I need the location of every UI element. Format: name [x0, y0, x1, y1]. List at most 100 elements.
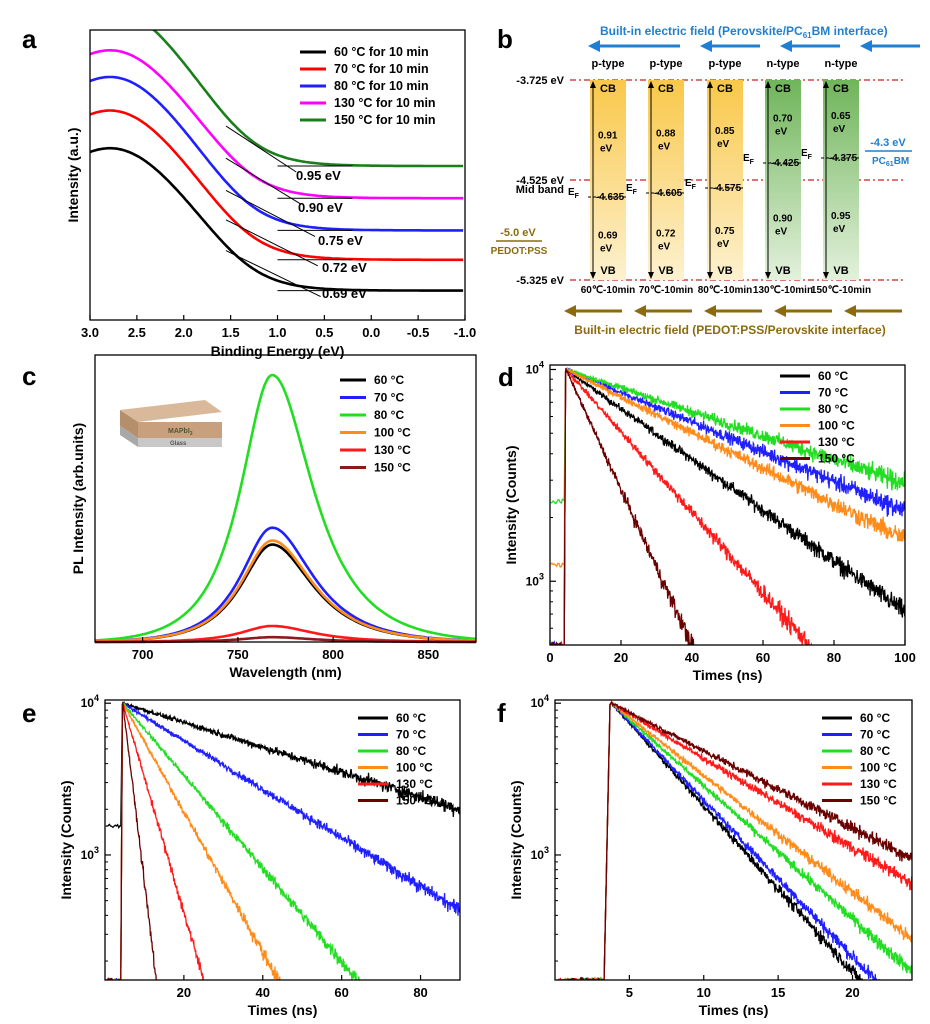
legend-entry: 80 °C	[860, 744, 890, 758]
pedot-name: PEDOT:PSS	[491, 246, 548, 257]
series-line	[557, 700, 864, 980]
series-line	[557, 701, 912, 980]
panel-label: a	[22, 24, 37, 54]
gap-up-value: 0.65	[831, 111, 851, 122]
onset-label: 0.69 eV	[322, 286, 367, 301]
series-line	[94, 373, 477, 642]
gap-down-value: 0.69	[598, 231, 618, 242]
band-bar	[707, 80, 743, 280]
arrowhead	[707, 81, 713, 88]
legend-entry: 100 °C	[860, 761, 897, 775]
inset-label: MAPbI3	[168, 428, 193, 437]
inset-side	[120, 410, 138, 438]
legend-entry: 130 °C	[860, 777, 897, 791]
series-line	[90, 75, 464, 232]
field-arrowhead	[844, 305, 856, 317]
fermi-symbol: EF	[801, 148, 813, 161]
fermi-value: -4.375	[829, 153, 858, 164]
legend-entry: 130 °C	[396, 777, 433, 791]
y-tick-label: 104	[81, 693, 99, 710]
panel-label: f	[497, 698, 506, 728]
pedot-value: -5.0 eV	[500, 227, 536, 239]
x-tick-label: 10	[697, 985, 711, 1000]
series-line	[557, 701, 912, 980]
curves	[105, 700, 460, 980]
y-tick-label: 104	[526, 359, 544, 376]
gap-unit: eV	[600, 244, 613, 255]
x-axis-label: Times (ns)	[693, 667, 763, 683]
gap-unit: eV	[717, 239, 730, 250]
panel-label: c	[22, 361, 36, 391]
inset-label: Glass	[170, 441, 187, 447]
x-tick-label: 0.0	[362, 325, 380, 340]
panel-a: a 0.69 eV 0.72 eV 0.75 eV 0.90 eV 0.95 eV 3.0 2…	[22, 24, 476, 359]
x-tick-label: 3.0	[81, 325, 99, 340]
x-tick-label: 750	[227, 647, 249, 662]
inset-glass	[138, 438, 222, 447]
panel-label: e	[22, 698, 36, 728]
inset-device: MAPbI3 Glass	[120, 400, 222, 447]
arrowhead	[648, 272, 654, 279]
series-line	[152, 30, 464, 168]
legend-entry: 100 °C	[818, 419, 855, 433]
cb-label: CB	[833, 83, 849, 95]
arrowhead	[648, 81, 654, 88]
legend-entry: 60 °C	[818, 369, 848, 383]
x-axis-label: Wavelength (nm)	[229, 664, 341, 680]
band-column: p-type CB VB -4.605 EF 0.88 eV 0.72 eV 70℃-10min	[626, 58, 693, 296]
tangent-line	[225, 250, 321, 298]
x-tick-label: 5	[626, 985, 633, 1000]
x-tick-label: 20	[614, 650, 628, 665]
legend-entry: 80 °C	[374, 408, 404, 422]
x-tick-label: -1.0	[454, 325, 476, 340]
y-axis-label: Intensity (Counts)	[508, 781, 524, 900]
y-tick-label: 103	[526, 571, 544, 588]
band-bar	[590, 80, 626, 280]
x-tick-label: 40	[256, 985, 270, 1000]
type-label: p-type	[650, 58, 683, 70]
fermi-symbol: EF	[626, 183, 638, 196]
gap-up-value: 0.85	[715, 126, 735, 137]
series-line	[106, 701, 281, 980]
temperature-label: 80℃-10min	[698, 285, 753, 296]
legend-entry: 60 °C	[374, 373, 404, 387]
series-line	[105, 702, 460, 980]
type-label: p-type	[592, 58, 625, 70]
x-tick-label: 60	[756, 650, 770, 665]
y-axis-label: PL Intensity (arb.units)	[70, 423, 86, 574]
cb-label: CB	[658, 83, 674, 95]
series-line	[550, 368, 905, 505]
x-tick-label: 800	[322, 647, 344, 662]
series-line	[550, 368, 905, 645]
gap-unit: eV	[833, 224, 846, 235]
arrowhead	[590, 272, 596, 279]
series-line	[552, 369, 813, 645]
field-arrowhead	[780, 40, 792, 52]
x-tick-label: 20	[177, 985, 191, 1000]
gap-unit: eV	[775, 227, 788, 238]
temperature-label: 150℃-10min	[811, 285, 871, 296]
arrowhead	[823, 272, 829, 279]
legend-entry: 100 °C	[396, 761, 433, 775]
plot-frame	[549, 364, 906, 646]
series-line	[550, 367, 905, 645]
x-axis-label: Times (ns)	[248, 1002, 318, 1018]
legend-entry: 80 °C for 10 min	[334, 79, 429, 93]
x-tick-label: 850	[418, 647, 440, 662]
tangent-line	[225, 219, 319, 267]
gap-up-value: 0.70	[773, 114, 793, 125]
band-column: p-type CB VB -4.575 EF 0.85 eV 0.75 eV 80℃-10min	[685, 58, 752, 296]
fermi-symbol: EF	[743, 153, 755, 166]
x-tick-label: 2.5	[128, 325, 146, 340]
series-line	[95, 539, 477, 643]
legend-entry: 70 °C	[374, 391, 404, 405]
arrowhead	[765, 272, 771, 279]
band-bar	[823, 80, 859, 280]
vb-label: VB	[717, 265, 732, 277]
cb-label: CB	[717, 83, 733, 95]
type-label: p-type	[709, 58, 742, 70]
fermi-value: -4.635	[596, 192, 625, 203]
legend-entry: 150 °C for 10 min	[334, 113, 436, 127]
